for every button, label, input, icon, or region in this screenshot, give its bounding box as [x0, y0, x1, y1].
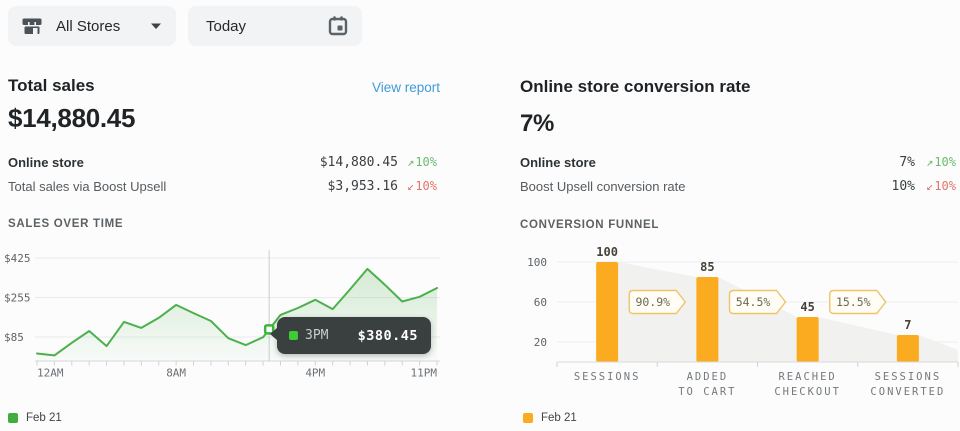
- metric-row-online-store-sales: Online store $14,880.45 ↗10%: [0, 155, 960, 173]
- conversion-badge: [728, 289, 787, 315]
- conversion-badge-label: 15.5%: [836, 295, 871, 309]
- category-label: ADDED: [687, 371, 729, 383]
- conversion-badge: [628, 289, 687, 315]
- metric-value: 10%: [891, 179, 915, 194]
- conversion-funnel-heading: CONVERSION FUNNEL: [520, 219, 660, 231]
- conversion-badge-label: 90.9%: [635, 295, 670, 309]
- tooltip-series-swatch: [289, 331, 298, 340]
- calendar-icon: [328, 16, 348, 36]
- arrow-up-icon: ↗: [926, 155, 934, 169]
- funnel-bar[interactable]: [896, 335, 919, 362]
- y-axis-label: 60: [534, 296, 547, 309]
- change-badge-up: ↗10%: [926, 155, 956, 169]
- metric-label: Total sales via Boost Upsell: [8, 179, 167, 194]
- sales-over-time-heading: SALES OVER TIME: [8, 218, 124, 230]
- arrow-down-icon: ↙: [407, 179, 415, 193]
- tooltip-value: $380.45: [357, 327, 418, 344]
- category-label: TO CART: [678, 386, 736, 398]
- x-axis-label: 11PM: [411, 367, 438, 380]
- metric-value: $14,880.45: [319, 155, 398, 170]
- tooltip-time: 3PM: [305, 328, 329, 343]
- sales-over-time-chart[interactable]: $425 $255 $85 12AM 8AM 4PM 11PM: [0, 240, 455, 385]
- store-selector-label: All Stores: [56, 17, 121, 35]
- legend-label: Feb 21: [26, 412, 62, 424]
- metric-label: Boost Upsell conversion rate: [520, 179, 686, 194]
- change-badge-down: ↙10%: [926, 179, 956, 193]
- metric-label: Online store: [8, 155, 84, 170]
- funnel-bar[interactable]: [596, 262, 619, 362]
- sales-legend: Feb 21: [8, 412, 62, 424]
- bar-value-label: 85: [700, 260, 714, 274]
- category-label: REACHED: [778, 371, 836, 383]
- metric-row-boost-upsell-rate: Boost Upsell conversion rate 10% ↙10%: [0, 179, 960, 197]
- funnel-bar[interactable]: [796, 317, 819, 362]
- total-sales-value: $14,880.45: [8, 103, 136, 133]
- total-sales-title: Total sales: [8, 76, 95, 95]
- y-axis-label: 100: [527, 256, 547, 269]
- chart-tooltip: 3PM $380.45: [270, 317, 431, 354]
- category-label: SESSIONS: [574, 371, 641, 383]
- date-selector-label: Today: [206, 17, 247, 35]
- date-selector-button[interactable]: Today: [188, 6, 362, 46]
- category-label: SESSIONS: [875, 371, 942, 383]
- store-selector-button[interactable]: All Stores: [8, 6, 176, 46]
- conversion-rate-value: 7%: [520, 110, 555, 137]
- metric-label: Online store: [520, 155, 596, 170]
- conversion-funnel-chart[interactable]: 100 60 20 100 85 45 7 90.9% 54.5% 15.5% SESSIONS AD…: [505, 240, 960, 405]
- category-label: CONVERTED: [870, 386, 945, 398]
- y-axis-label: $255: [4, 292, 31, 305]
- change-badge-down: ↙10%: [407, 179, 437, 193]
- y-axis-label: 20: [534, 336, 547, 349]
- arrow-up-icon: ↗: [407, 155, 415, 169]
- bar-value-label: 100: [596, 245, 618, 259]
- legend-swatch-green: [8, 413, 18, 423]
- conversion-badge-label: 54.5%: [736, 295, 771, 309]
- x-axis-label: 12AM: [37, 367, 64, 380]
- legend-swatch-orange: [523, 413, 533, 423]
- bar-value-label: 7: [904, 318, 911, 332]
- conversion-badge: [829, 289, 887, 315]
- y-axis-label: $425: [4, 252, 31, 265]
- metric-value: 7%: [899, 155, 915, 170]
- x-axis-label: 8AM: [166, 367, 186, 380]
- y-axis-label: $85: [4, 331, 24, 344]
- sales-line: [36, 267, 438, 357]
- storefront-icon: [22, 18, 42, 34]
- legend-label: Feb 21: [541, 412, 577, 424]
- metric-value: $3,953.16: [327, 179, 398, 194]
- conversion-rate-title: Online store conversion rate: [520, 77, 751, 96]
- funnel-legend: Feb 21: [523, 412, 577, 424]
- funnel-bar[interactable]: [696, 277, 719, 362]
- change-badge-up: ↗10%: [407, 155, 437, 169]
- chevron-down-icon: [151, 23, 161, 29]
- arrow-down-icon: ↙: [926, 179, 934, 193]
- category-label: CHECKOUT: [774, 386, 841, 398]
- bar-value-label: 45: [800, 300, 814, 314]
- metric-row-online-store-rate: Online store 7% ↗10%: [0, 155, 960, 173]
- view-report-link[interactable]: View report: [371, 80, 440, 95]
- metric-row-boost-upsell-sales: Total sales via Boost Upsell $3,953.16 ↙…: [0, 179, 960, 197]
- x-axis-label: 4PM: [305, 367, 325, 380]
